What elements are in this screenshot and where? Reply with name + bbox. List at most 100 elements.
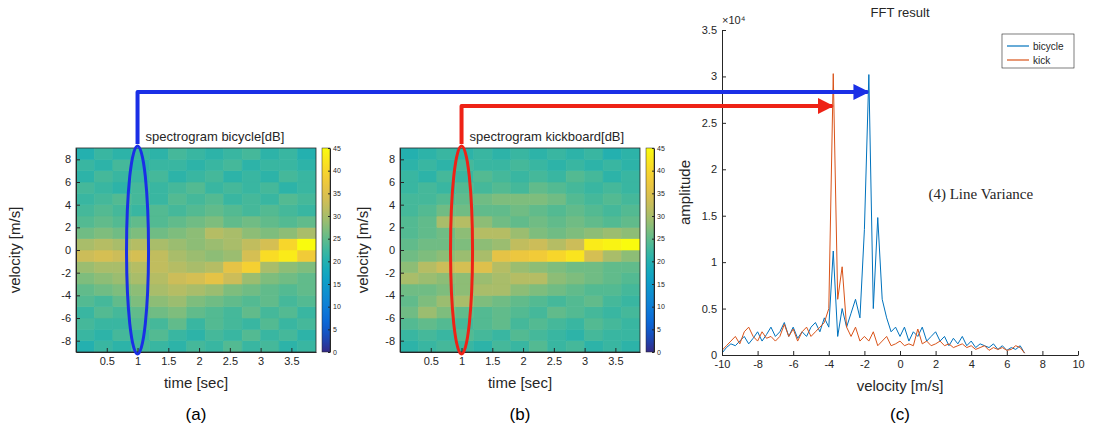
- y-tick: 0: [65, 244, 80, 256]
- heatmap-cell: [529, 261, 547, 272]
- colorbar-tick-mark: [652, 307, 654, 308]
- heatmap-cell: [603, 341, 621, 352]
- x-tick: 0.5: [100, 348, 115, 367]
- x-tick-mark: [492, 348, 493, 352]
- heatmap-cell: [298, 329, 316, 340]
- y-tick-mark: [76, 227, 80, 228]
- heatmap-cell: [603, 318, 621, 329]
- heatmap-cell: [418, 295, 436, 306]
- heatmap-cell: [113, 250, 131, 261]
- y-tick: 8: [389, 153, 404, 165]
- heatmap-cell: [150, 329, 168, 340]
- x-tick-mark: [138, 348, 139, 352]
- x-tick-mark: [971, 351, 972, 355]
- x-tick: 2.5: [223, 348, 238, 367]
- heatmap-cell: [566, 171, 584, 182]
- x-axis-title: velocity [m/s]: [857, 377, 944, 394]
- heatmap-cell: [566, 227, 584, 238]
- heatmap-cell: [603, 193, 621, 204]
- heatmap-cell: [279, 273, 297, 284]
- heatmap-cell: [622, 182, 640, 193]
- x-tick: 8: [1040, 351, 1046, 370]
- heatmap-cell: [566, 295, 584, 306]
- heatmap-cell: [298, 171, 316, 182]
- x-axis-line: [401, 352, 641, 353]
- highlight-arrows: [127, 92, 868, 354]
- heatmap-cell: [400, 159, 418, 170]
- heatmap-cell: [187, 239, 205, 250]
- heatmap-cell: [548, 261, 566, 272]
- highlight-arrow: [138, 92, 868, 144]
- heatmap-cell: [242, 227, 260, 238]
- x-tick-label: 2.5: [223, 355, 238, 367]
- x-tick-label: 3.5: [608, 355, 623, 367]
- heatmap-cell: [474, 273, 492, 284]
- colorbar-tick-label: 35: [657, 190, 665, 197]
- heatmap-cell: [224, 239, 242, 250]
- heatmap-cell: [298, 193, 316, 204]
- heatmap-cell: [511, 250, 529, 261]
- heatmap-cell: [94, 273, 112, 284]
- colorbar-tick: 10: [652, 303, 665, 310]
- colorbar-tick-mark: [652, 261, 654, 262]
- heatmap-cell: [242, 216, 260, 227]
- heatmap-cell: [168, 216, 186, 227]
- heatmap-cell: [400, 284, 418, 295]
- heatmap-cell: [279, 284, 297, 295]
- y-tick: -6: [385, 312, 404, 324]
- heatmap-cell: [418, 148, 436, 159]
- heatmap-cell: [205, 171, 223, 182]
- heatmap-cell: [187, 318, 205, 329]
- heatmap-cell: [585, 261, 603, 272]
- heatmap-cell: [474, 227, 492, 238]
- heatmap-cell: [150, 205, 168, 216]
- colorbar-tick-mark: [652, 329, 654, 330]
- colorbar-tick-mark: [328, 148, 330, 149]
- y-tick-label: 2.5: [702, 117, 717, 129]
- heatmap-cell: [400, 250, 418, 261]
- heatmap-cell: [511, 205, 529, 216]
- heatmap-cell: [400, 341, 418, 352]
- y-tick-label: 0.5: [702, 303, 717, 315]
- heatmap-cell: [261, 193, 279, 204]
- heatmap-cell: [400, 216, 418, 227]
- heatmap-cell: [437, 148, 455, 159]
- colorbar-tick: 25: [652, 235, 665, 242]
- y-tick-label: 4: [389, 199, 395, 211]
- heatmap-cell: [76, 205, 94, 216]
- colorbar-tick-mark: [652, 284, 654, 285]
- heatmap-cell: [187, 193, 205, 204]
- y-tick: -2: [61, 267, 80, 279]
- heatmap-cell: [474, 205, 492, 216]
- heatmap-cell: [187, 261, 205, 272]
- x-tick-mark: [554, 348, 555, 352]
- heatmap-cell: [418, 182, 436, 193]
- figure-svg: -10-8-6-4-2024681000.511.522.533.5veloci…: [0, 0, 1093, 430]
- heatmap-cell: [511, 159, 529, 170]
- heatmap-cell: [548, 329, 566, 340]
- heatmap-cell: [279, 227, 297, 238]
- x-tick-label: 0.5: [424, 355, 439, 367]
- y-tick: -6: [61, 312, 80, 324]
- colorbar-tick: 10: [328, 303, 341, 310]
- heatmap-cell: [622, 159, 640, 170]
- heatmap-cell: [224, 295, 242, 306]
- fft-panel: -10-8-6-4-2024681000.511.522.533.5veloci…: [676, 5, 1085, 424]
- heatmap-cell: [113, 148, 131, 159]
- series-line: [722, 75, 1025, 354]
- heatmap-cell: [298, 227, 316, 238]
- heatmap-cell: [622, 171, 640, 182]
- heatmap-cell: [400, 329, 418, 340]
- spectrogram-panel: 0.511.522.533.5-8-6-4-202468051015202530…: [354, 129, 665, 424]
- x-tick-label: 10: [1072, 358, 1084, 370]
- x-tick: 4: [969, 351, 975, 370]
- heatmap-cell: [113, 329, 131, 340]
- heatmap-cell: [474, 329, 492, 340]
- y-tick-mark: [400, 295, 404, 296]
- heatmap-cell: [187, 329, 205, 340]
- y-tick-mark: [400, 318, 404, 319]
- heatmap-cell: [418, 329, 436, 340]
- heatmap-cell: [511, 193, 529, 204]
- heatmap-cell: [168, 239, 186, 250]
- colorbar-tick-label: 10: [657, 303, 665, 310]
